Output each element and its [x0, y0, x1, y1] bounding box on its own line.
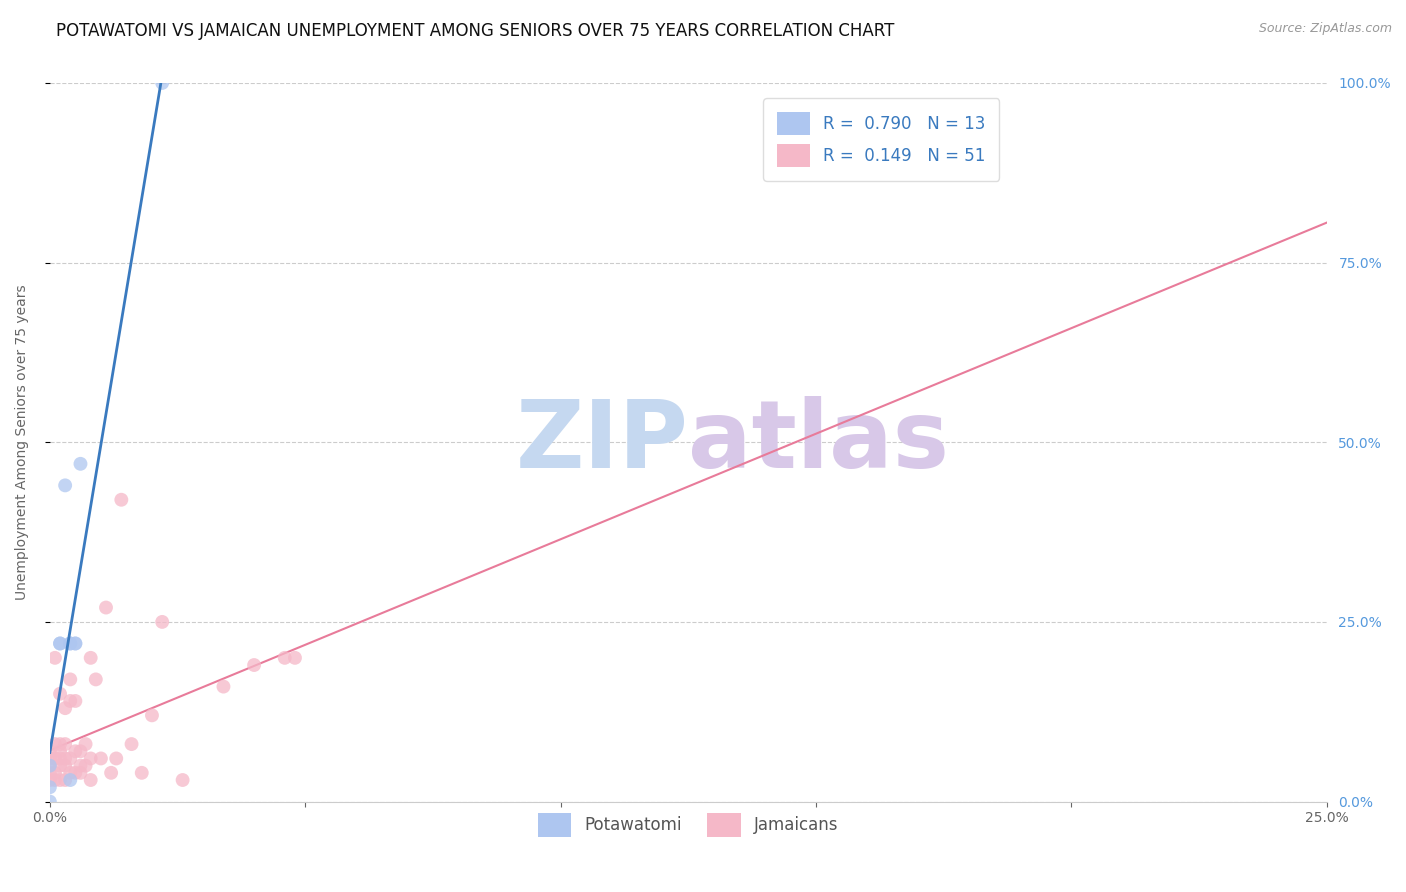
Point [69, 765, 91, 780]
Point [44, 765, 66, 780]
Point [274, 650, 297, 665]
Point [65, 744, 87, 758]
Point [38, 772, 60, 787]
Point [53, 758, 76, 772]
Point [59, 673, 82, 687]
Point [59, 694, 82, 708]
Point [75, 737, 97, 751]
Point [44, 751, 66, 765]
Point [38, 795, 60, 809]
Text: POTAWATOMI VS JAMAICAN UNEMPLOYMENT AMONG SENIORS OVER 75 YEARS CORRELATION CHAR: POTAWATOMI VS JAMAICAN UNEMPLOYMENT AMON… [56, 22, 894, 40]
Point [53, 772, 76, 787]
Point [38, 765, 60, 780]
Point [53, 751, 76, 765]
Point [80, 751, 103, 765]
Point [150, 76, 173, 90]
Point [84, 673, 107, 687]
Point [69, 457, 91, 471]
Point [53, 701, 76, 715]
Point [80, 772, 103, 787]
Point [59, 772, 82, 787]
Point [94, 600, 117, 615]
Point [80, 650, 103, 665]
Point [38, 758, 60, 772]
Text: atlas: atlas [688, 396, 949, 488]
Point [75, 758, 97, 772]
Point [49, 687, 72, 701]
Point [49, 636, 72, 650]
Point [59, 636, 82, 650]
Point [59, 636, 82, 650]
Point [65, 636, 87, 650]
Point [53, 478, 76, 492]
Point [44, 650, 66, 665]
Point [49, 751, 72, 765]
Point [131, 765, 153, 780]
Point [212, 680, 235, 694]
Text: ZIP: ZIP [516, 396, 688, 488]
Text: Source: ZipAtlas.com: Source: ZipAtlas.com [1258, 22, 1392, 36]
Point [65, 636, 87, 650]
Point [121, 737, 143, 751]
Point [172, 772, 194, 787]
Point [141, 708, 163, 723]
Point [38, 758, 60, 772]
Point [110, 492, 132, 507]
Point [44, 772, 66, 787]
Point [38, 780, 60, 795]
Point [59, 765, 82, 780]
Y-axis label: Unemployment Among Seniors over 75 years: Unemployment Among Seniors over 75 years [15, 285, 30, 600]
Point [49, 744, 72, 758]
Point [90, 751, 112, 765]
Point [49, 772, 72, 787]
Point [69, 744, 91, 758]
Legend: Potawatomi, Jamaicans: Potawatomi, Jamaicans [531, 806, 845, 844]
Point [59, 751, 82, 765]
Point [49, 636, 72, 650]
Point [49, 737, 72, 751]
Point [44, 737, 66, 751]
Point [65, 765, 87, 780]
Point [38, 751, 60, 765]
Point [38, 744, 60, 758]
Point [243, 658, 266, 673]
Point [100, 765, 122, 780]
Point [65, 694, 87, 708]
Point [53, 737, 76, 751]
Point [105, 751, 128, 765]
Point [69, 758, 91, 772]
Point [150, 615, 173, 629]
Point [284, 650, 307, 665]
Point [49, 758, 72, 772]
